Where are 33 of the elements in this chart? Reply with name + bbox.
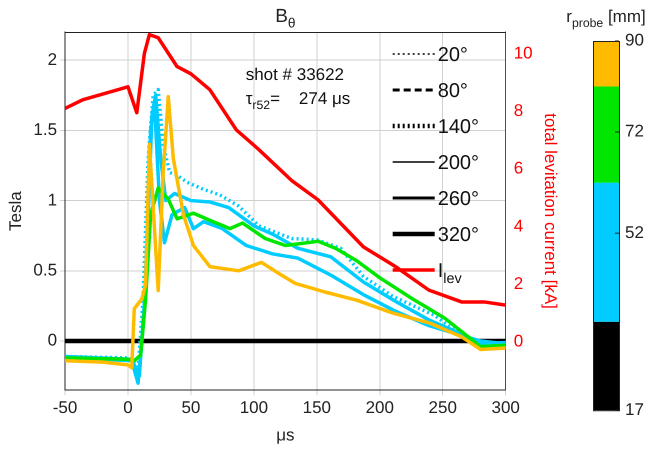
y2-tick-label: 0	[514, 332, 524, 351]
x-tick-label: 200	[366, 398, 394, 418]
color-bar-label: 90	[625, 30, 644, 50]
x-tick-label: 50	[181, 398, 200, 418]
x-tick-label: 100	[240, 398, 268, 418]
y2-tick-label: 10	[514, 43, 533, 62]
y2-tick-label: 2	[514, 274, 524, 294]
x-tick-label: 300	[492, 398, 520, 418]
annotation: 140°	[438, 116, 480, 138]
x-tick-label: -50	[52, 398, 78, 418]
y2-axis-title: total levitation current [kA]	[541, 113, 560, 309]
color-bar-label: 72	[625, 122, 644, 141]
annotation: 260°	[438, 188, 480, 210]
y-axis-title: Tesla	[6, 190, 25, 231]
x-tick-label: 150	[302, 398, 332, 418]
y2-tick-label: 4	[514, 216, 524, 236]
y-tick-label: 0.5	[33, 260, 58, 280]
y-tick-label: 2	[48, 50, 58, 69]
legend-label: 320°	[438, 224, 480, 246]
y-tick-label: 0	[48, 330, 58, 350]
y-tick-label: 1	[48, 190, 58, 210]
x-axis-title: μs	[276, 425, 295, 444]
annotation: 20°	[438, 44, 468, 66]
y2-tick-label: 8	[514, 101, 524, 120]
color-bar-label: 17	[625, 400, 644, 419]
y-tick-label: 1.5	[33, 120, 58, 140]
x-tick-label: 250	[428, 398, 457, 418]
y2-tick-label: 6	[514, 158, 524, 178]
color-bar-label: 52	[625, 222, 644, 242]
annotation: 200°	[438, 152, 480, 174]
annotation: 80°	[438, 80, 468, 102]
annotation: shot # 33622	[246, 65, 344, 84]
x-tick-label: 0	[123, 398, 133, 418]
